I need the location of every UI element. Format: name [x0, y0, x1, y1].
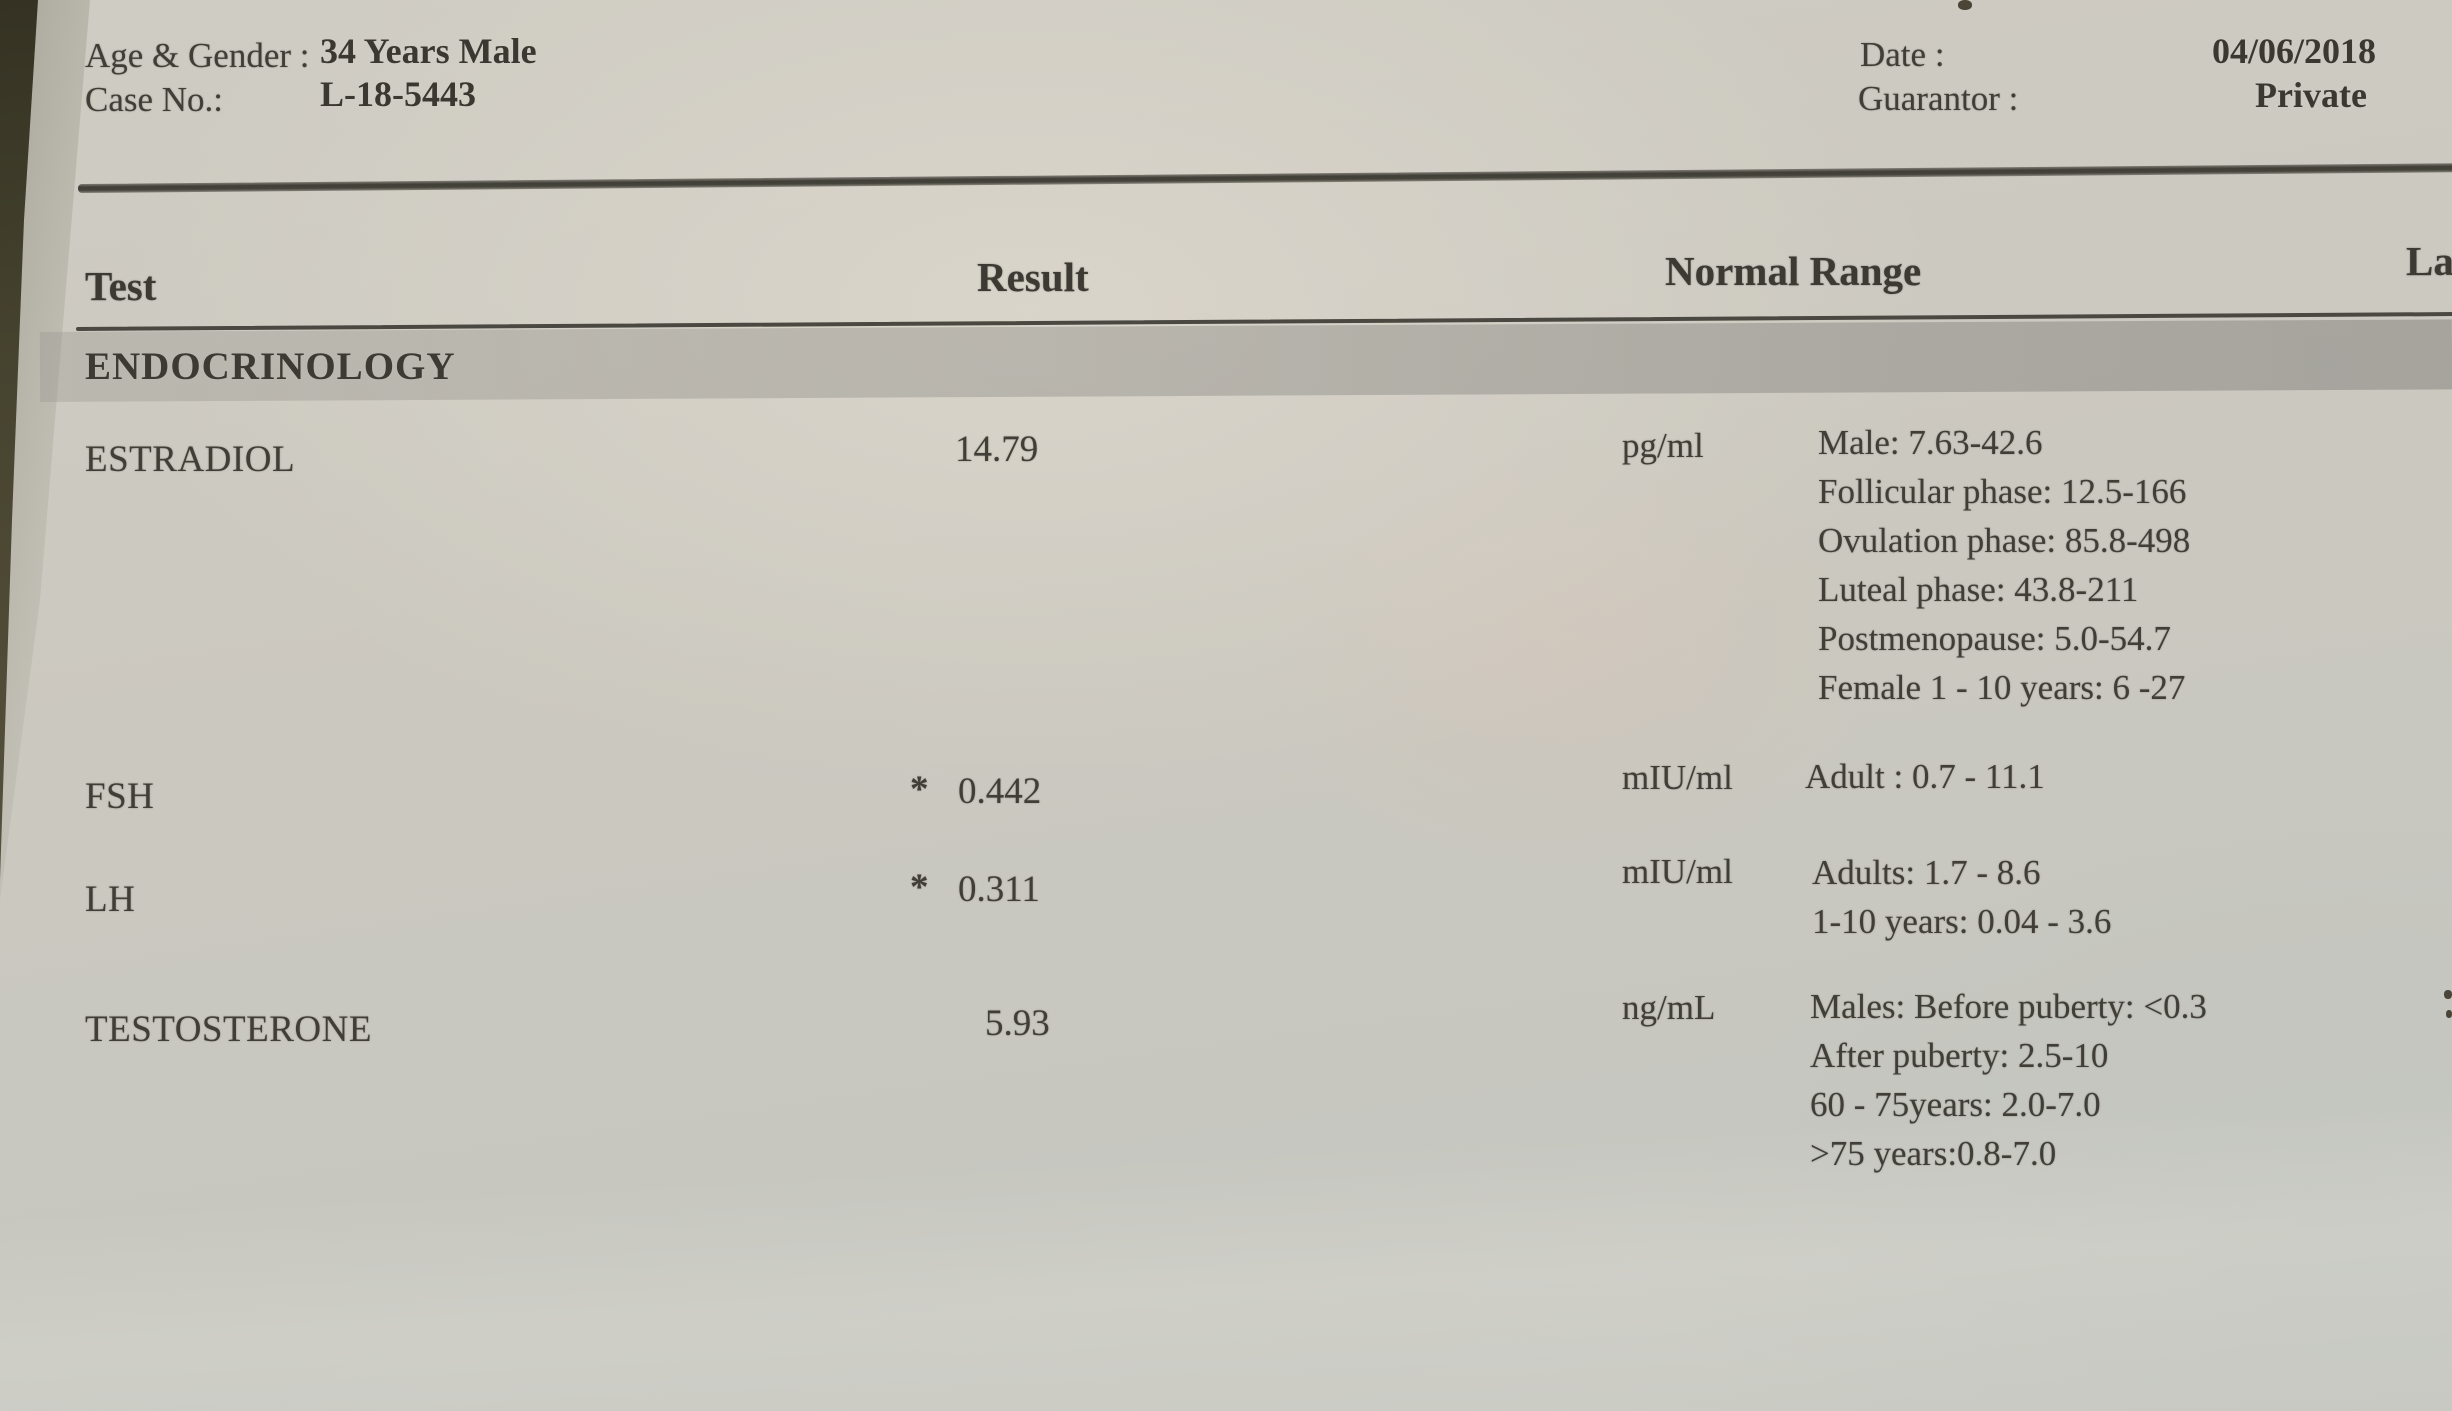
- cropped-text-fragment-right: [2446, 1010, 2452, 1018]
- normal-range-lines: Adults: 1.7 - 8.6 1-10 years: 0.04 - 3.6: [1812, 853, 2112, 941]
- test-name: ESTRADIOL: [85, 439, 296, 480]
- result-value: 14.79: [955, 429, 1039, 470]
- normal-range-lines: Males: Before puberty: <0.3 After pubert…: [1810, 987, 2207, 1173]
- normal-range-lines: Adult : 0.7 - 11.1: [1805, 757, 2045, 796]
- column-lab-cropped: La: [2406, 238, 2452, 284]
- cropped-text-fragment-top: [1958, 0, 1972, 10]
- column-normal-range: Normal Range: [1665, 248, 1922, 294]
- test-name: LH: [85, 879, 136, 920]
- result-flag: *: [910, 769, 929, 810]
- result-value: 5.93: [985, 1003, 1050, 1044]
- unit: pg/ml: [1622, 426, 1704, 465]
- date-value: 04/06/2018: [2212, 31, 2377, 71]
- case-no-label: Case No.:: [85, 80, 224, 119]
- section-title: ENDOCRINOLOGY: [85, 345, 456, 388]
- result-value: 0.311: [958, 869, 1040, 910]
- column-result: Result: [977, 254, 1089, 300]
- date-label: Date :: [1860, 35, 1945, 74]
- guarantor-value: Private: [2255, 75, 2367, 115]
- column-test: Test: [85, 263, 157, 309]
- guarantor-label: Guarantor :: [1858, 79, 2019, 118]
- case-no-value: L-18-5443: [320, 74, 476, 114]
- result-value: 0.442: [958, 771, 1042, 812]
- age-gender-label: Age & Gender :: [85, 36, 310, 75]
- test-name: FSH: [85, 776, 155, 817]
- test-name: TESTOSTERONE: [85, 1009, 372, 1050]
- age-gender-value: 34 Years Male: [320, 31, 537, 71]
- unit: ng/mL: [1622, 988, 1716, 1027]
- normal-range-lines: Male: 7.63-42.6 Follicular phase: 12.5-1…: [1818, 423, 2191, 707]
- unit: mIU/ml: [1622, 852, 1733, 891]
- cropped-text-fragment-right: [2444, 990, 2452, 999]
- unit: mIU/ml: [1622, 758, 1733, 797]
- result-flag: *: [910, 867, 929, 908]
